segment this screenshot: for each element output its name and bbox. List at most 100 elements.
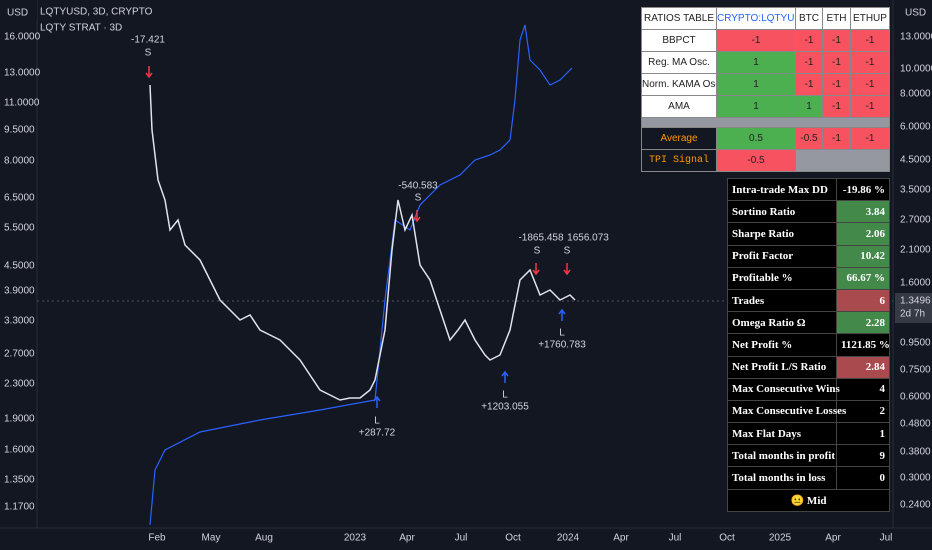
stat-value: 2.84 <box>836 355 890 379</box>
left-axis-label: 9.5000 <box>4 125 35 136</box>
ratio-cell: -1 <box>850 73 890 96</box>
right-axis-label: 0.4800 <box>900 419 931 430</box>
sell-arrow <box>413 210 421 223</box>
time-axis-label: Apr <box>399 533 415 544</box>
stat-value: 2 <box>836 399 890 424</box>
left-axis-label: 3.3000 <box>4 316 35 327</box>
left-axis-label: 13.0000 <box>4 68 41 79</box>
right-axis-label: 0.2400 <box>900 500 931 511</box>
row-label: AMA <box>641 95 717 118</box>
tpi-value: -0.5 <box>716 149 796 172</box>
stat-value: 3.84 <box>836 200 890 224</box>
stat-row: Sortino Ratio 3.84 <box>727 200 890 224</box>
trade-annotation: L <box>502 390 508 401</box>
left-axis-label: 1.9000 <box>4 414 35 425</box>
trade-annotation: -1865.458 <box>518 233 563 244</box>
trade-annotation: S <box>145 48 152 59</box>
stat-value: 9 <box>836 444 890 468</box>
ratio-cell: 1 <box>795 95 823 118</box>
ratio-row: Norm. KAMA Osc. 1 -1 -1 -1 <box>641 73 890 96</box>
stat-value: 4 <box>836 377 890 401</box>
stats-table: Intra-trade Max DD -19.86 % Sortino Ratio 3… <box>727 177 890 512</box>
average-row: Average 0.5 -0.5 -1 -1 <box>641 127 890 150</box>
stat-value: -19.86 % <box>836 177 890 202</box>
left-axis-label: 2.3000 <box>4 379 35 390</box>
price-series <box>149 84 576 401</box>
stat-label: Total months in loss <box>727 466 837 490</box>
left-axis-label: 1.1700 <box>4 502 35 513</box>
ratio-cell: 1 <box>716 73 796 96</box>
row-label: TPI Signal <box>641 149 717 172</box>
time-axis-label: 2023 <box>344 533 367 544</box>
right-axis-label: 13.0000 <box>900 32 932 43</box>
row-label: Reg. MA Osc. <box>641 51 717 74</box>
time-axis-label: Aug <box>255 533 273 544</box>
stat-label: Intra-trade Max DD <box>727 177 837 202</box>
ratio-cell: -1 <box>795 51 823 74</box>
right-axis-label: 3.5000 <box>900 185 931 196</box>
stat-label: Trades <box>727 288 837 313</box>
stat-label: Sharpe Ratio <box>727 222 837 246</box>
average-cell: -1 <box>850 127 890 150</box>
stat-value: 1 <box>836 422 890 446</box>
trade-annotation: S <box>415 193 422 204</box>
right-axis-label: 6.0000 <box>900 122 931 133</box>
left-currency[interactable]: USD <box>7 8 28 19</box>
stat-row: Max Consecutive Wins 4 <box>727 377 890 401</box>
time-axis-label: Feb <box>148 533 166 544</box>
stat-row: Max Consecutive Losses 2 <box>727 399 890 424</box>
symbol-title: LQTYUSD, 3D, CRYPTO <box>40 7 153 18</box>
left-axis-label: 11.0000 <box>4 98 40 109</box>
tpi-filler <box>795 149 890 172</box>
last-price-box <box>895 293 932 323</box>
time-axis-label: Jul <box>669 533 682 544</box>
column-header: ETHUP <box>850 7 890 30</box>
right-axis-label: 8.0000 <box>900 89 931 100</box>
rating-row: 😐 Mid <box>727 488 890 512</box>
row-label: Norm. KAMA Osc. <box>641 73 717 96</box>
right-axis-label: 10.0000 <box>900 64 932 75</box>
average-cell: 0.5 <box>716 127 796 150</box>
stat-label: Sortino Ratio <box>727 200 837 224</box>
stat-row: Trades 6 <box>727 288 890 313</box>
time-axis-label: Apr <box>613 533 629 544</box>
trade-annotation: S <box>534 246 541 257</box>
stat-value: 6 <box>836 288 890 313</box>
stat-label: Omega Ratio Ω <box>727 311 837 335</box>
strategy-title: LQTY STRAT · 3D <box>40 23 122 34</box>
stat-row: Total months in loss 0 <box>727 466 890 490</box>
time-axis-label: Apr <box>825 533 841 544</box>
stat-value: 2.06 <box>836 222 890 246</box>
trade-annotation: L <box>374 416 380 427</box>
separator-row <box>641 117 890 128</box>
time-axis-label: 2024 <box>557 533 580 544</box>
stat-row: Profit Factor 10.42 <box>727 244 890 268</box>
average-cell: -0.5 <box>795 127 823 150</box>
ratio-cell: -1 <box>822 73 851 96</box>
left-axis-label: 16.0000 <box>4 32 41 43</box>
stat-label: Max Consecutive Losses <box>727 399 846 424</box>
trade-annotation: +1760.783 <box>538 340 586 351</box>
trade-annotation: 1656.073 <box>567 233 609 244</box>
left-axis-label: 6.5000 <box>4 193 35 204</box>
ratio-cell: -1 <box>795 73 823 96</box>
stat-label: Profit Factor <box>727 244 837 268</box>
trade-annotation: +287.72 <box>359 428 396 439</box>
separator <box>641 117 890 128</box>
equity-curve <box>149 24 573 526</box>
time-axis-label: Oct <box>719 533 735 544</box>
right-axis-label: 1.6000 <box>900 278 931 289</box>
stat-row: Intra-trade Max DD -19.86 % <box>727 177 890 202</box>
buy-arrow <box>373 395 381 408</box>
right-currency[interactable]: USD <box>905 8 926 19</box>
left-axis-label: 1.3500 <box>4 475 35 486</box>
rating: 😐 Mid <box>727 488 890 512</box>
left-axis-label: 4.5000 <box>4 261 35 272</box>
stat-row: Total months in profit 9 <box>727 444 890 468</box>
bar-countdown: 2d 7h <box>900 309 925 320</box>
ratio-row: Reg. MA Osc. 1 -1 -1 -1 <box>641 51 890 74</box>
trade-annotation: L <box>559 328 565 339</box>
time-axis-label: 2025 <box>769 533 792 544</box>
